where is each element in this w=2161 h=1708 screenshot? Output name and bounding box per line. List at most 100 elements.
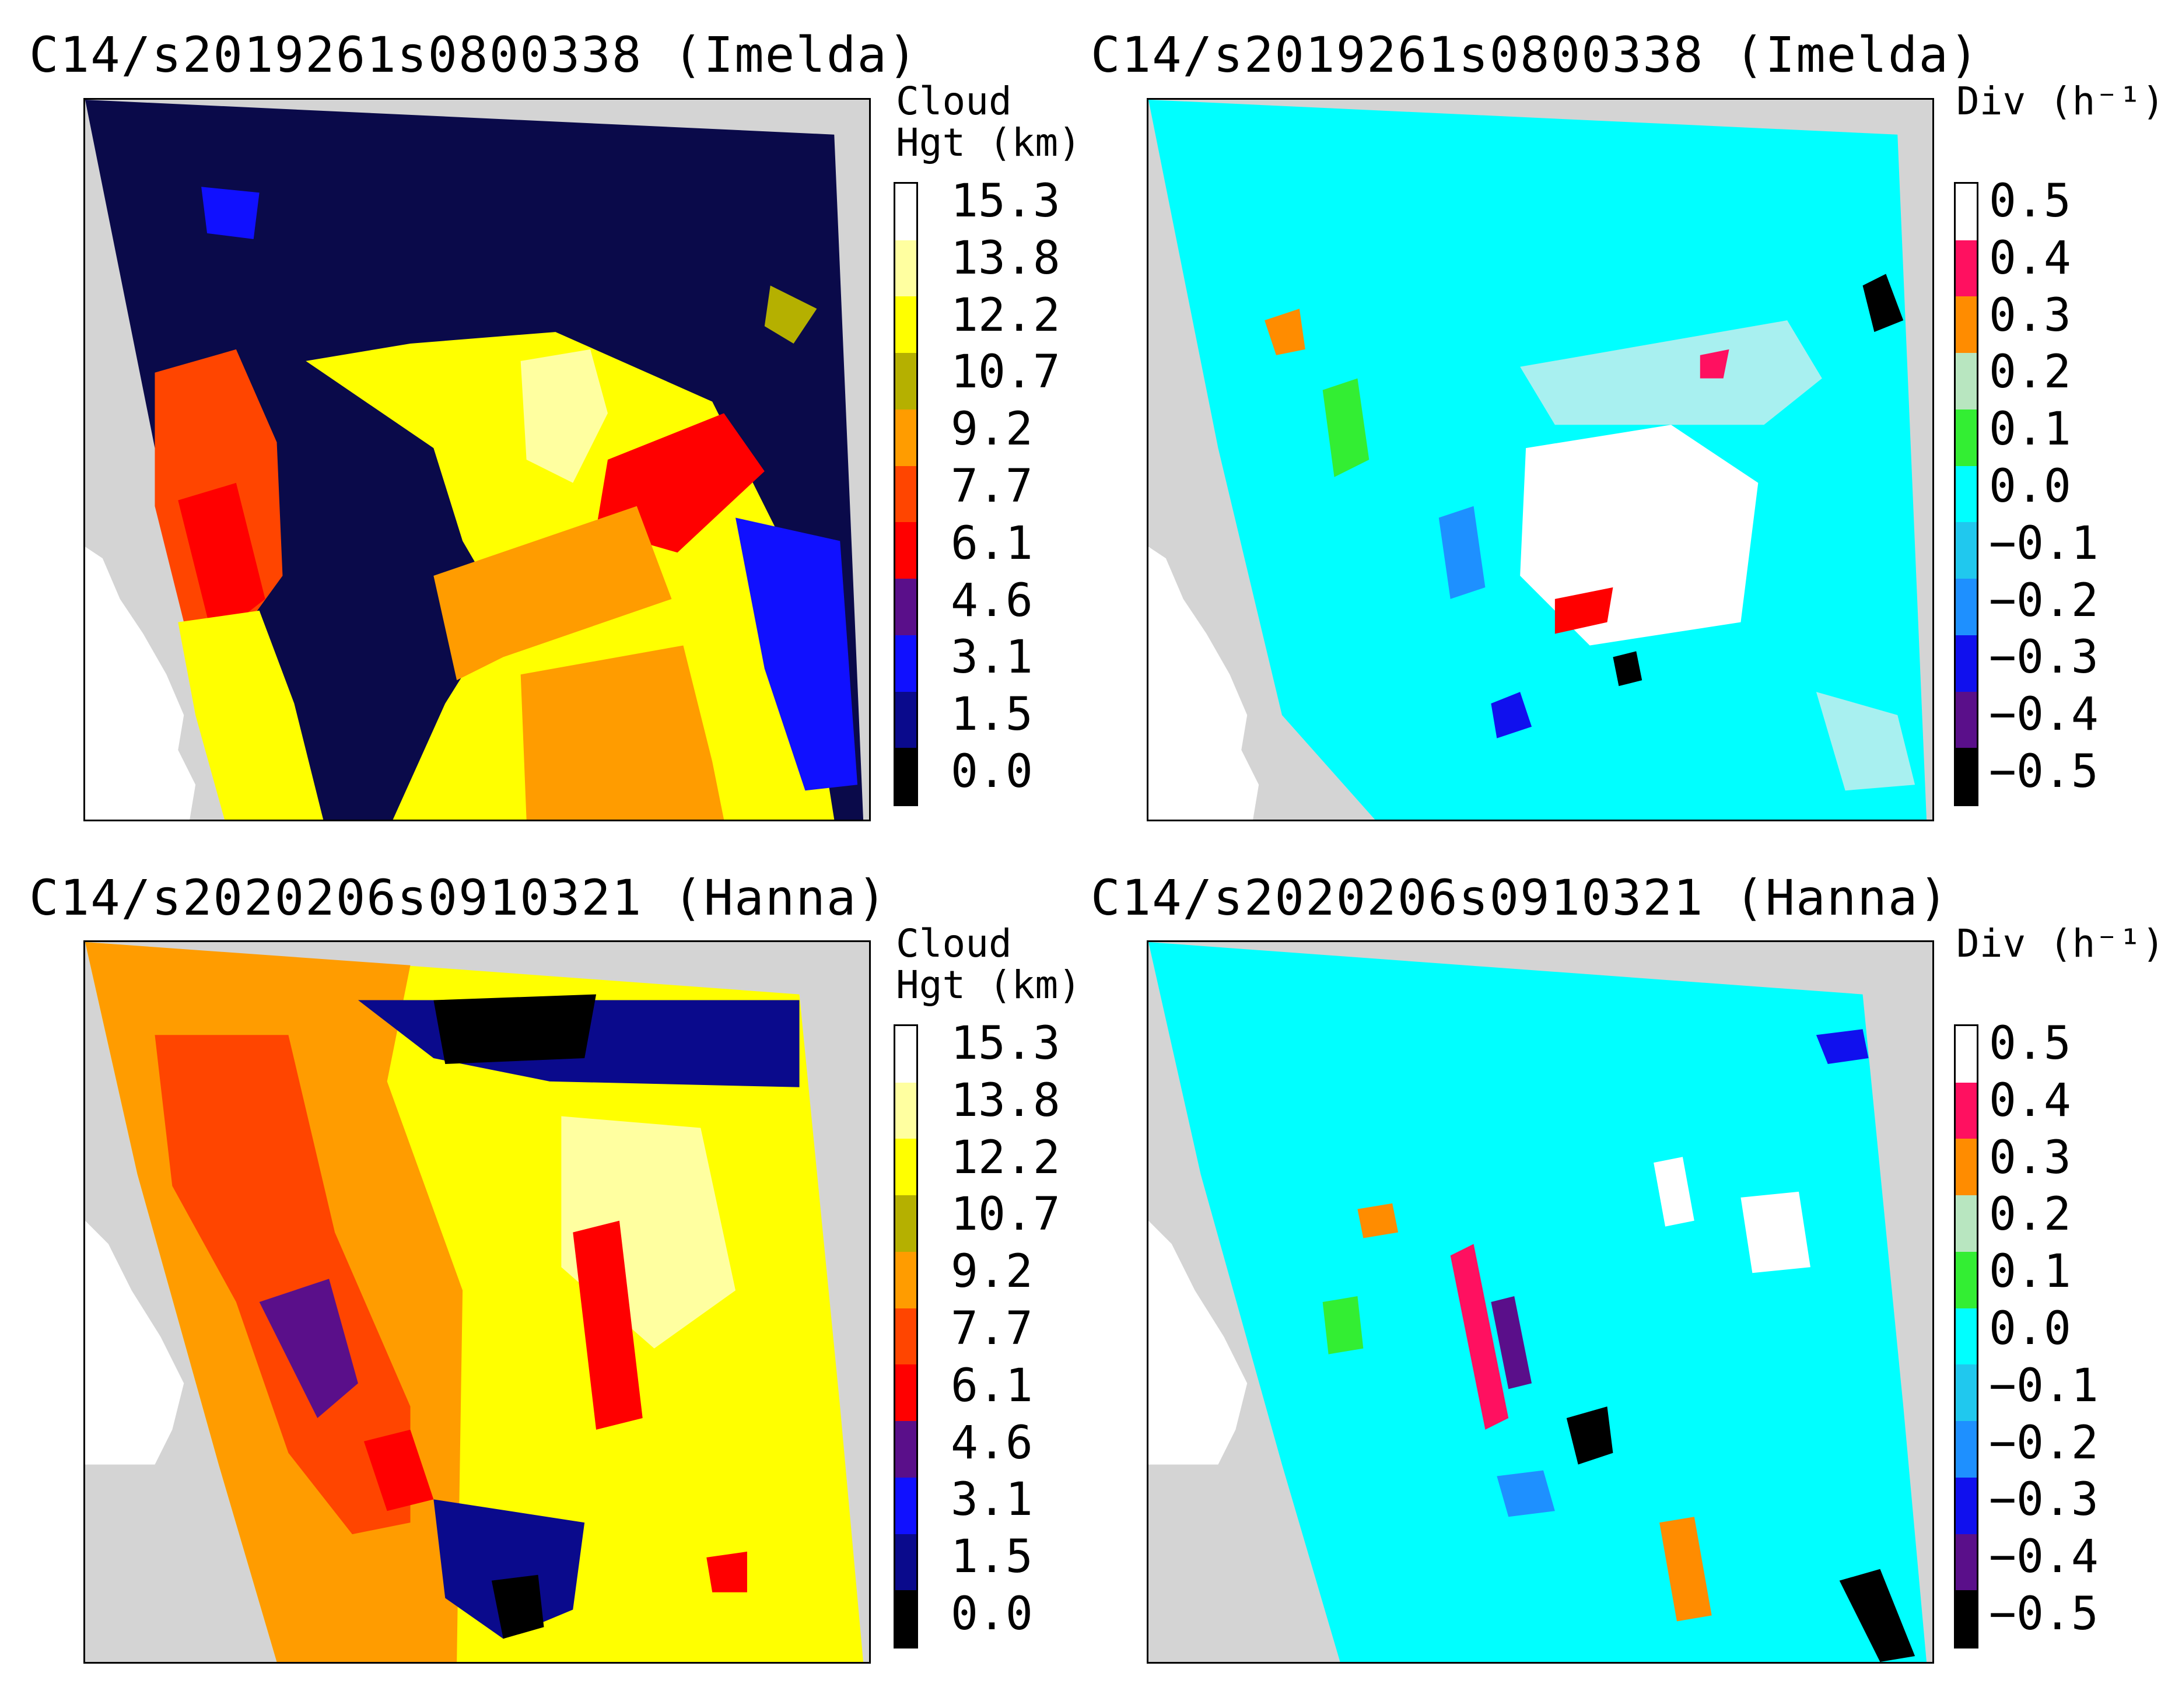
colorbar-swatch [895, 522, 916, 579]
colorbar-swatch [895, 1534, 916, 1591]
colorbar-tick: 0.4 [1989, 1074, 2071, 1127]
colorbar-tick: 9.2 [951, 1245, 1033, 1298]
colorbar-tick: −0.3 [1989, 1474, 2099, 1527]
colorbar-swatch [895, 1308, 916, 1365]
colorbar-ticks-div-top: 0.5 0.4 0.3 0.2 0.1 0.0 −0.1 −0.2 −0.3 −… [1989, 178, 2099, 794]
colorbar-div-top [1954, 182, 1978, 806]
colorbar-swatch [895, 184, 916, 240]
colorbar-swatch [895, 635, 916, 692]
colorbar-swatch [895, 1477, 916, 1534]
colorbar-swatch [895, 1421, 916, 1478]
map-image-cloud-height-imelda [85, 100, 869, 820]
colorbar-tick: 10.7 [951, 346, 1060, 399]
colorbar-label-div-top: Div (h⁻¹) [1956, 79, 2161, 124]
colorbar-tick: 6.1 [951, 1359, 1033, 1412]
map-image-divergence-hanna [1148, 942, 1932, 1662]
colorbar-tick: −0.2 [1989, 574, 2099, 627]
colorbar-tick: 0.0 [1989, 1302, 2071, 1355]
colorbar-swatch [1956, 1534, 1977, 1591]
colorbar-swatch [1956, 748, 1977, 805]
colorbar-tick: 4.6 [951, 574, 1033, 627]
colorbar-swatch [1956, 466, 1977, 523]
colorbar-tick: −0.5 [1989, 1587, 2099, 1640]
colorbar-swatch [1956, 1477, 1977, 1534]
colorbar-tick: 0.2 [1989, 1188, 2071, 1241]
colorbar-swatch [1956, 1026, 1977, 1083]
colorbar-tick: −0.5 [1989, 745, 2099, 798]
colorbar-swatch [895, 1590, 916, 1647]
colorbar-tick: 15.3 [951, 1017, 1060, 1070]
colorbar-swatch [895, 1139, 916, 1196]
colorbar-swatch [895, 466, 916, 523]
colorbar-tick: 13.8 [951, 1074, 1060, 1127]
colorbar-tick: −0.2 [1989, 1416, 2099, 1469]
colorbar-div-bottom [1954, 1024, 1978, 1648]
colorbar-swatch [1956, 635, 1977, 692]
colorbar-tick: 7.7 [951, 1302, 1033, 1355]
colorbar-tick: −0.4 [1989, 688, 2099, 741]
colorbar-tick: 3.1 [951, 1474, 1033, 1527]
colorbar-ticks-cloud-bottom: 15.3 13.8 12.2 10.7 9.2 7.7 6.1 4.6 3.1 … [951, 1021, 1060, 1637]
panel-title-bottom-left: C14/s2020206s0910321 (Hanna) [29, 869, 888, 926]
colorbar-tick: 4.6 [951, 1416, 1033, 1469]
colorbar-tick: 0.2 [1989, 346, 2071, 399]
colorbar-tick: 1.5 [951, 1531, 1033, 1584]
colorbar-swatch [1956, 1590, 1977, 1647]
colorbar-tick: 0.3 [1989, 1131, 2071, 1184]
colorbar-tick: 0.1 [1989, 1245, 2071, 1298]
colorbar-swatch [1956, 691, 1977, 748]
colorbar-tick: −0.3 [1989, 631, 2099, 684]
colorbar-tick: −0.1 [1989, 1359, 2099, 1412]
colorbar-swatch [895, 748, 916, 805]
panel-title-bottom-right: C14/s2020206s0910321 (Hanna) [1091, 869, 1950, 926]
colorbar-swatch [895, 1026, 916, 1083]
colorbar-swatch [1956, 296, 1977, 354]
colorbar-swatch [895, 691, 916, 748]
colorbar-swatch [895, 296, 916, 354]
colorbar-swatch [1956, 240, 1977, 297]
colorbar-swatch [895, 409, 916, 466]
map-cloud-height-hanna [83, 940, 871, 1664]
colorbar-tick: 12.2 [951, 1131, 1060, 1184]
colorbar-tick: 0.0 [951, 745, 1033, 798]
colorbar-label-cloud-bottom: Cloud Hgt (km) [896, 921, 1081, 1008]
colorbar-ticks-cloud-top: 15.3 13.8 12.2 10.7 9.2 7.7 6.1 4.6 3.1 … [951, 178, 1060, 794]
colorbar-label-div-bottom: Div (h⁻¹) [1956, 921, 2161, 966]
colorbar-tick: −0.4 [1989, 1531, 2099, 1584]
colorbar-tick: 0.0 [951, 1587, 1033, 1640]
colorbar-tick: 13.8 [951, 232, 1060, 285]
colorbar-cloud-bottom [894, 1024, 918, 1648]
colorbar-tick: 3.1 [951, 631, 1033, 684]
colorbar-swatch [1956, 1308, 1977, 1365]
colorbar-tick: 0.5 [1989, 1017, 2071, 1070]
colorbar-tick: 0.0 [1989, 460, 2071, 513]
panel-title-top-left: C14/s2019261s0800338 (Imelda) [29, 26, 919, 83]
colorbar-tick: −0.1 [1989, 517, 2099, 570]
colorbar-swatch [1956, 1195, 1977, 1252]
colorbar-tick: 7.7 [951, 460, 1033, 513]
colorbar-swatch [1956, 1364, 1977, 1422]
colorbar-swatch [895, 1195, 916, 1252]
colorbar-swatch [1956, 1139, 1977, 1196]
map-image-cloud-height-hanna [85, 942, 869, 1662]
colorbar-tick: 1.5 [951, 688, 1033, 741]
colorbar-swatch [895, 579, 916, 635]
colorbar-swatch [895, 1251, 916, 1308]
colorbar-swatch [895, 353, 916, 410]
map-image-divergence-imelda [1148, 100, 1932, 820]
colorbar-tick: 0.4 [1989, 232, 2071, 285]
colorbar-ticks-div-bottom: 0.5 0.4 0.3 0.2 0.1 0.0 −0.1 −0.2 −0.3 −… [1989, 1021, 2099, 1637]
colorbar-tick: 9.2 [951, 403, 1033, 456]
colorbar-swatch [1956, 522, 1977, 579]
colorbar-tick: 0.5 [1989, 175, 2071, 228]
colorbar-tick: 10.7 [951, 1188, 1060, 1241]
colorbar-label-cloud-top: Cloud Hgt (km) [896, 79, 1081, 166]
map-divergence-imelda [1147, 98, 1934, 821]
colorbar-swatch [895, 1082, 916, 1139]
colorbar-swatch [1956, 1082, 1977, 1139]
colorbar-swatch [1956, 409, 1977, 466]
colorbar-swatch [1956, 184, 1977, 240]
colorbar-cloud-top [894, 182, 918, 806]
map-cloud-height-imelda [83, 98, 871, 821]
colorbar-tick: 15.3 [951, 175, 1060, 228]
